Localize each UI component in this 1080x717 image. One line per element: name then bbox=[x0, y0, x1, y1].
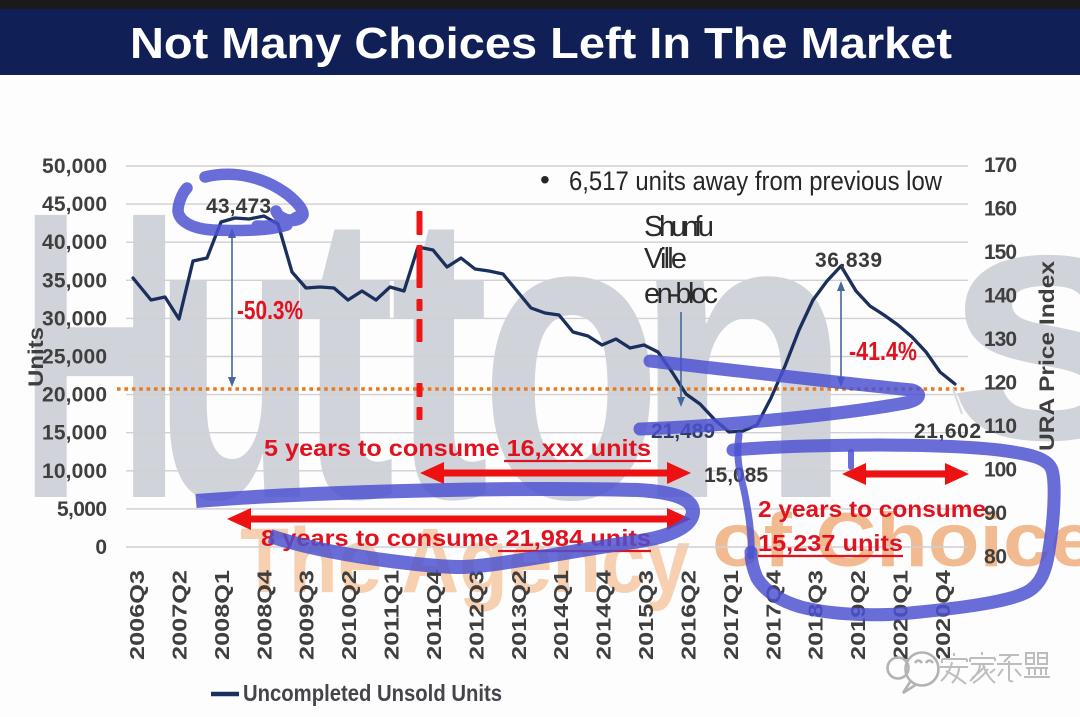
svg-text:2012Q3: 2012Q3 bbox=[466, 570, 488, 660]
svg-text:40,000: 40,000 bbox=[42, 231, 107, 254]
svg-text:43,473: 43,473 bbox=[206, 195, 271, 218]
svg-text:2011Q1: 2011Q1 bbox=[382, 570, 404, 660]
svg-text:H: H bbox=[20, 126, 180, 584]
svg-text:2014Q4: 2014Q4 bbox=[594, 569, 616, 660]
svg-text:Shunfu: Shunfu bbox=[644, 211, 714, 243]
svg-text:6,517 units away from previous: 6,517 units away from previous low bbox=[569, 166, 942, 196]
svg-text:-50.3%: -50.3% bbox=[237, 295, 303, 325]
svg-text:150: 150 bbox=[984, 241, 1017, 264]
svg-text:2007Q2: 2007Q2 bbox=[169, 570, 191, 660]
svg-text:35,000: 35,000 bbox=[42, 269, 107, 292]
svg-text:100: 100 bbox=[984, 459, 1017, 482]
svg-text:Units: Units bbox=[25, 327, 48, 387]
svg-text:80: 80 bbox=[984, 546, 1007, 569]
svg-text:URA Price Index: URA Price Index bbox=[1036, 261, 1059, 451]
svg-text:21,602: 21,602 bbox=[914, 420, 981, 443]
svg-text:2017Q1: 2017Q1 bbox=[721, 570, 743, 660]
svg-text:t: t bbox=[296, 126, 395, 584]
svg-text:15,237 units: 15,237 units bbox=[758, 530, 903, 556]
svg-text:5,000: 5,000 bbox=[57, 498, 107, 521]
svg-text:2015Q3: 2015Q3 bbox=[636, 570, 658, 660]
svg-text:Ville: Ville bbox=[644, 243, 687, 275]
svg-text:n: n bbox=[632, 126, 853, 584]
svg-text:130: 130 bbox=[984, 328, 1017, 351]
svg-text:25,000: 25,000 bbox=[42, 346, 107, 369]
svg-text:Uncompleted Unsold Units: Uncompleted Unsold Units bbox=[243, 680, 502, 706]
svg-text:2009Q3: 2009Q3 bbox=[297, 570, 319, 660]
svg-text:110: 110 bbox=[984, 415, 1017, 438]
svg-text:en-bloc: en-bloc bbox=[644, 278, 718, 310]
svg-text:140: 140 bbox=[984, 285, 1017, 308]
svg-text:5 years to consume 16,xxx unit: 5 years to consume 16,xxx units bbox=[264, 435, 651, 461]
svg-text:20,000: 20,000 bbox=[42, 384, 107, 407]
svg-text:o: o bbox=[480, 126, 662, 584]
svg-text:30,000: 30,000 bbox=[42, 307, 107, 330]
svg-text:2013Q2: 2013Q2 bbox=[509, 570, 531, 660]
svg-text:160: 160 bbox=[984, 198, 1017, 221]
svg-text:15,000: 15,000 bbox=[42, 422, 107, 445]
svg-text:2014Q1: 2014Q1 bbox=[551, 570, 573, 660]
svg-text:45,000: 45,000 bbox=[42, 193, 107, 216]
svg-text:2008Q1: 2008Q1 bbox=[212, 570, 234, 660]
svg-text:2011Q4: 2011Q4 bbox=[424, 569, 446, 660]
svg-text:36,839: 36,839 bbox=[815, 249, 882, 272]
svg-text:•: • bbox=[540, 164, 550, 195]
svg-text:2006Q3: 2006Q3 bbox=[127, 570, 149, 660]
svg-text:2016Q2: 2016Q2 bbox=[679, 570, 701, 660]
svg-text:90: 90 bbox=[984, 502, 1007, 525]
svg-text:2010Q2: 2010Q2 bbox=[339, 570, 361, 660]
svg-text:50,000: 50,000 bbox=[42, 155, 107, 178]
svg-text:Not Many Choices Left In The M: Not Many Choices Left In The Market bbox=[130, 19, 952, 68]
svg-text:0: 0 bbox=[95, 536, 107, 559]
svg-text:2008Q4: 2008Q4 bbox=[254, 569, 276, 660]
svg-text:10,000: 10,000 bbox=[42, 460, 107, 483]
svg-text:120: 120 bbox=[984, 372, 1017, 395]
svg-text:15,085: 15,085 bbox=[704, 464, 768, 487]
svg-text:-41.4%: -41.4% bbox=[849, 336, 917, 366]
svg-text:of Choice: of Choice bbox=[712, 498, 1080, 583]
svg-text:2 years to consume: 2 years to consume bbox=[758, 496, 986, 522]
svg-text:170: 170 bbox=[984, 154, 1017, 177]
svg-text:t: t bbox=[390, 126, 489, 584]
